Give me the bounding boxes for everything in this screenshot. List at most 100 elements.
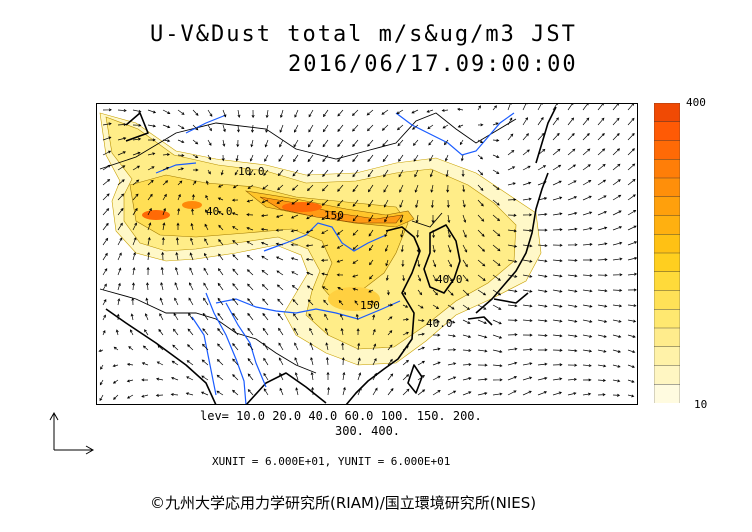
wind-arrow <box>462 349 472 353</box>
wind-arrow <box>205 194 209 201</box>
wind-arrow <box>232 374 239 381</box>
wind-arrow <box>416 229 420 239</box>
wind-arrow <box>307 154 314 163</box>
color-scale-block <box>654 140 680 160</box>
wind-arrow <box>372 372 377 381</box>
wind-arrow <box>447 214 451 224</box>
wind-arrow <box>263 169 269 176</box>
wind-arrow <box>387 303 394 307</box>
wind-arrow <box>370 299 374 306</box>
wind-arrow <box>102 222 109 231</box>
wind-arrow <box>522 181 532 186</box>
wind-arrow <box>402 374 410 381</box>
wind-arrow <box>459 139 464 146</box>
wind-arrow <box>522 376 533 381</box>
wind-arrow <box>492 304 502 310</box>
wind-arrow <box>432 229 436 239</box>
wind-arrow <box>311 386 315 396</box>
wind-arrow <box>367 169 374 178</box>
wind-arrow <box>567 196 578 201</box>
wind-arrow <box>582 148 591 156</box>
wind-arrow <box>447 376 457 381</box>
color-scale-block <box>654 365 680 385</box>
wind-arrow <box>279 124 284 133</box>
wind-arrow <box>477 244 486 252</box>
wind-arrow <box>415 199 419 209</box>
wind-arrow <box>275 228 284 232</box>
wind-arrow <box>417 319 425 323</box>
wind-arrow <box>322 286 329 291</box>
wind-arrow <box>372 343 377 351</box>
wind-arrow <box>232 297 239 306</box>
wind-arrow <box>582 349 593 353</box>
wind-arrow <box>191 208 195 216</box>
coastline-sakhalin <box>535 106 557 164</box>
color-scale-block <box>654 215 680 235</box>
wind-arrow <box>507 133 514 141</box>
wind-arrow <box>477 184 484 191</box>
wind-arrow <box>100 364 104 370</box>
wind-arrow <box>174 267 179 276</box>
wind-arrow <box>477 199 484 207</box>
wind-arrow <box>277 184 284 191</box>
wind-arrow <box>117 179 125 186</box>
wind-arrow <box>627 117 635 126</box>
wind-arrow <box>372 314 376 321</box>
wind-arrow <box>522 259 533 263</box>
wind-arrow <box>597 226 608 231</box>
wind-arrow <box>141 378 149 382</box>
wind-arrow <box>552 274 563 278</box>
wind-arrow <box>417 289 423 296</box>
wind-arrow <box>203 267 209 276</box>
wind-arrow <box>492 289 502 296</box>
wind-arrow <box>102 136 112 141</box>
wind-arrow <box>160 281 164 291</box>
wind-arrow <box>189 252 194 261</box>
wind-arrow <box>201 359 209 366</box>
wind-arrow <box>321 244 329 248</box>
wind-arrow <box>597 273 608 277</box>
wind-arrow <box>415 214 419 224</box>
wind-arrow <box>322 109 329 118</box>
wind-arrow <box>352 214 359 222</box>
wind-arrow <box>260 227 269 231</box>
map-frame <box>96 103 638 405</box>
wind-arrow <box>537 362 548 366</box>
wind-arrow <box>627 178 636 186</box>
wind-arrow <box>522 333 533 337</box>
wind-arrow <box>430 184 434 193</box>
wind-arrow <box>387 388 394 396</box>
wind-arrow <box>336 273 344 277</box>
wind-arrow <box>176 222 180 230</box>
wind-arrow <box>204 223 209 231</box>
wind-arrow <box>117 165 126 171</box>
reference-vector-axes <box>49 411 95 455</box>
wind-arrow <box>417 360 426 366</box>
wind-arrow <box>507 166 516 171</box>
wind-arrow <box>567 132 575 141</box>
wind-arrow <box>387 330 393 336</box>
wind-arrow <box>324 327 329 336</box>
wind-arrow <box>157 345 164 351</box>
wind-arrow <box>142 345 149 351</box>
wind-arrow <box>627 210 637 216</box>
wind-arrow <box>462 259 468 268</box>
wind-arrow <box>207 154 212 161</box>
wind-arrow <box>337 139 344 148</box>
wind-arrow <box>162 193 167 201</box>
wind-arrow <box>171 360 179 366</box>
wind-arrow <box>597 349 607 353</box>
wind-arrow <box>382 154 389 163</box>
wind-arrow <box>113 346 119 351</box>
wind-arrow <box>446 199 450 209</box>
wind-arrow <box>582 319 593 323</box>
wind-arrow <box>278 357 284 366</box>
wind-arrow <box>627 394 635 398</box>
wind-arrow <box>457 107 464 111</box>
wind-arrow <box>537 181 547 186</box>
wind-arrow <box>430 199 434 209</box>
wind-arrow <box>261 255 269 261</box>
wind-arrow <box>384 214 389 223</box>
wind-arrow <box>492 364 503 368</box>
river-northwest <box>155 114 227 174</box>
